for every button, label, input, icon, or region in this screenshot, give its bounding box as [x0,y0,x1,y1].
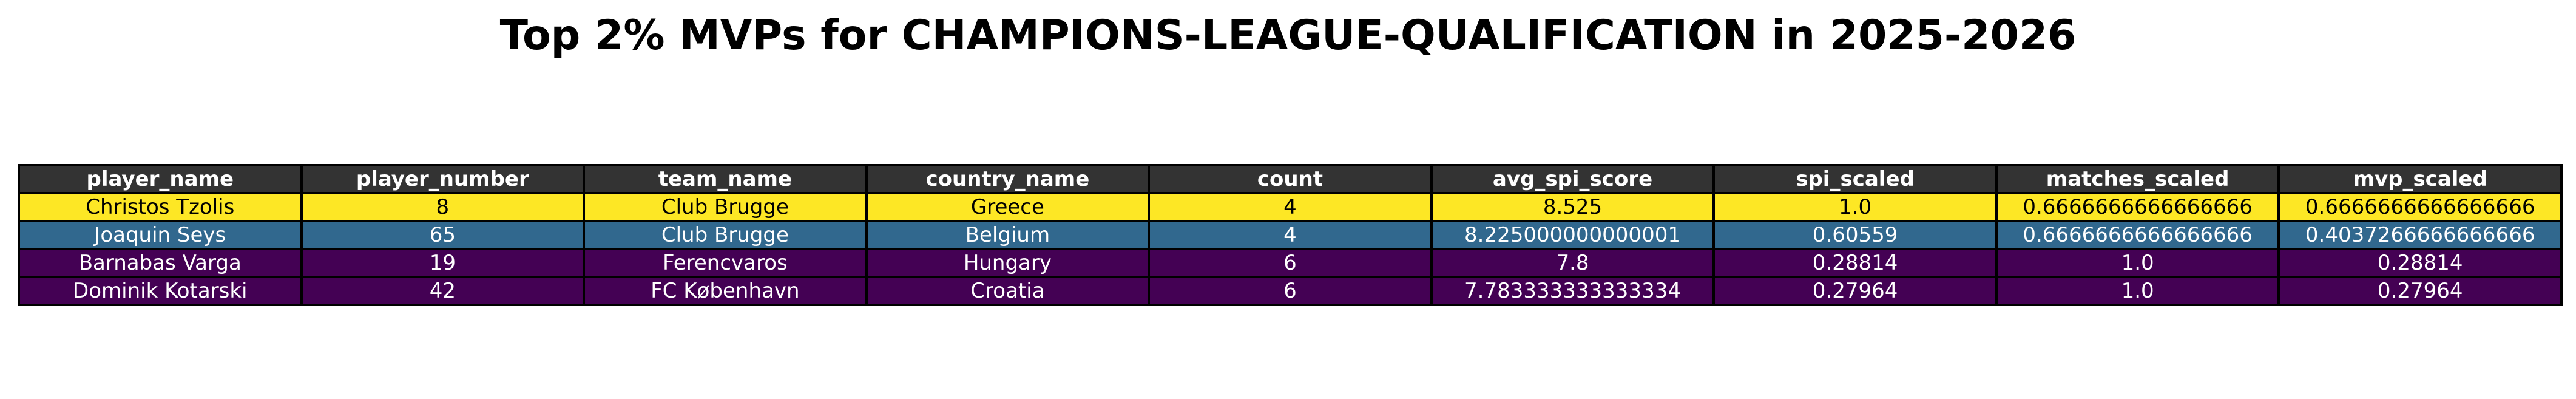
table-cell-player-name: Barnabas Varga [18,248,303,278]
table-cell-team-name: Club Brugge [583,192,868,222]
table-cell-country-name: Belgium [865,220,1151,250]
column-header-team-name: team_name [583,164,868,194]
column-header-spi-scaled: spi_scaled [1712,164,1998,194]
table-row: Joaquin Seys 65 Club Brugge Belgium 4 8.22500… [18,220,2563,250]
table-cell-player-name: Dominik Kotarski [18,276,303,306]
table-cell-team-name: Ferencvaros [583,248,868,278]
column-header-count: count [1148,164,1433,194]
table-cell-player-name: Christos Tzolis [18,192,303,222]
table-cell-count: 6 [1148,248,1433,278]
table-cell-count: 6 [1148,276,1433,306]
table-cell-mvp-scaled: 0.4037266666666666 [2277,220,2563,250]
table-cell-mvp-scaled: 0.27964 [2277,276,2563,306]
table-cell-player-number: 8 [300,192,586,222]
table-cell-player-number: 65 [300,220,586,250]
table-cell-matches-scaled: 1.0 [1995,248,2280,278]
table-cell-player-number: 19 [300,248,586,278]
table-cell-spi-scaled: 0.28814 [1712,248,1998,278]
table-cell-avg-spi-score: 7.8 [1430,248,1716,278]
table-cell-matches-scaled: 0.6666666666666666 [1995,192,2280,222]
chart-title: Top 2% MVPs for CHAMPIONS-LEAGUE-QUALIFI… [499,12,2077,60]
table-cell-avg-spi-score: 8.525 [1430,192,1716,222]
table-cell-mvp-scaled: 0.6666666666666666 [2277,192,2563,222]
column-header-avg-spi-score: avg_spi_score [1430,164,1716,194]
table-cell-country-name: Greece [865,192,1151,222]
column-header-matches-scaled: matches_scaled [1995,164,2280,194]
table-cell-country-name: Croatia [865,276,1151,306]
table-cell-country-name: Hungary [865,248,1151,278]
table-row: Barnabas Varga 19 Ferencvaros Hungary 6 7.8 0.… [18,248,2563,278]
table-cell-player-number: 42 [300,276,586,306]
table-cell-avg-spi-score: 8.225000000000001 [1430,220,1716,250]
mvp-table: player_name player_number team_name country… [18,164,2563,306]
table-body: Christos Tzolis 8 Club Brugge Greece 4 8.525 1… [18,192,2563,306]
table-row: Dominik Kotarski 42 FC København Croatia 6 7.… [18,276,2563,306]
table-row: Christos Tzolis 8 Club Brugge Greece 4 8.525 1… [18,192,2563,222]
table-cell-spi-scaled: 0.60559 [1712,220,1998,250]
table-cell-count: 4 [1148,192,1433,222]
table-cell-avg-spi-score: 7.783333333333334 [1430,276,1716,306]
table-cell-matches-scaled: 0.6666666666666666 [1995,220,2280,250]
table-cell-player-name: Joaquin Seys [18,220,303,250]
column-header-player-name: player_name [18,164,303,194]
column-header-country-name: country_name [865,164,1151,194]
table-cell-spi-scaled: 0.27964 [1712,276,1998,306]
column-header-mvp-scaled: mvp_scaled [2277,164,2563,194]
table-header-row: player_name player_number team_name country… [18,164,2563,194]
table-cell-mvp-scaled: 0.28814 [2277,248,2563,278]
table-cell-count: 4 [1148,220,1433,250]
table-cell-team-name: Club Brugge [583,220,868,250]
table-cell-matches-scaled: 1.0 [1995,276,2280,306]
table-cell-spi-scaled: 1.0 [1712,192,1998,222]
column-header-player-number: player_number [300,164,586,194]
table-cell-team-name: FC København [583,276,868,306]
